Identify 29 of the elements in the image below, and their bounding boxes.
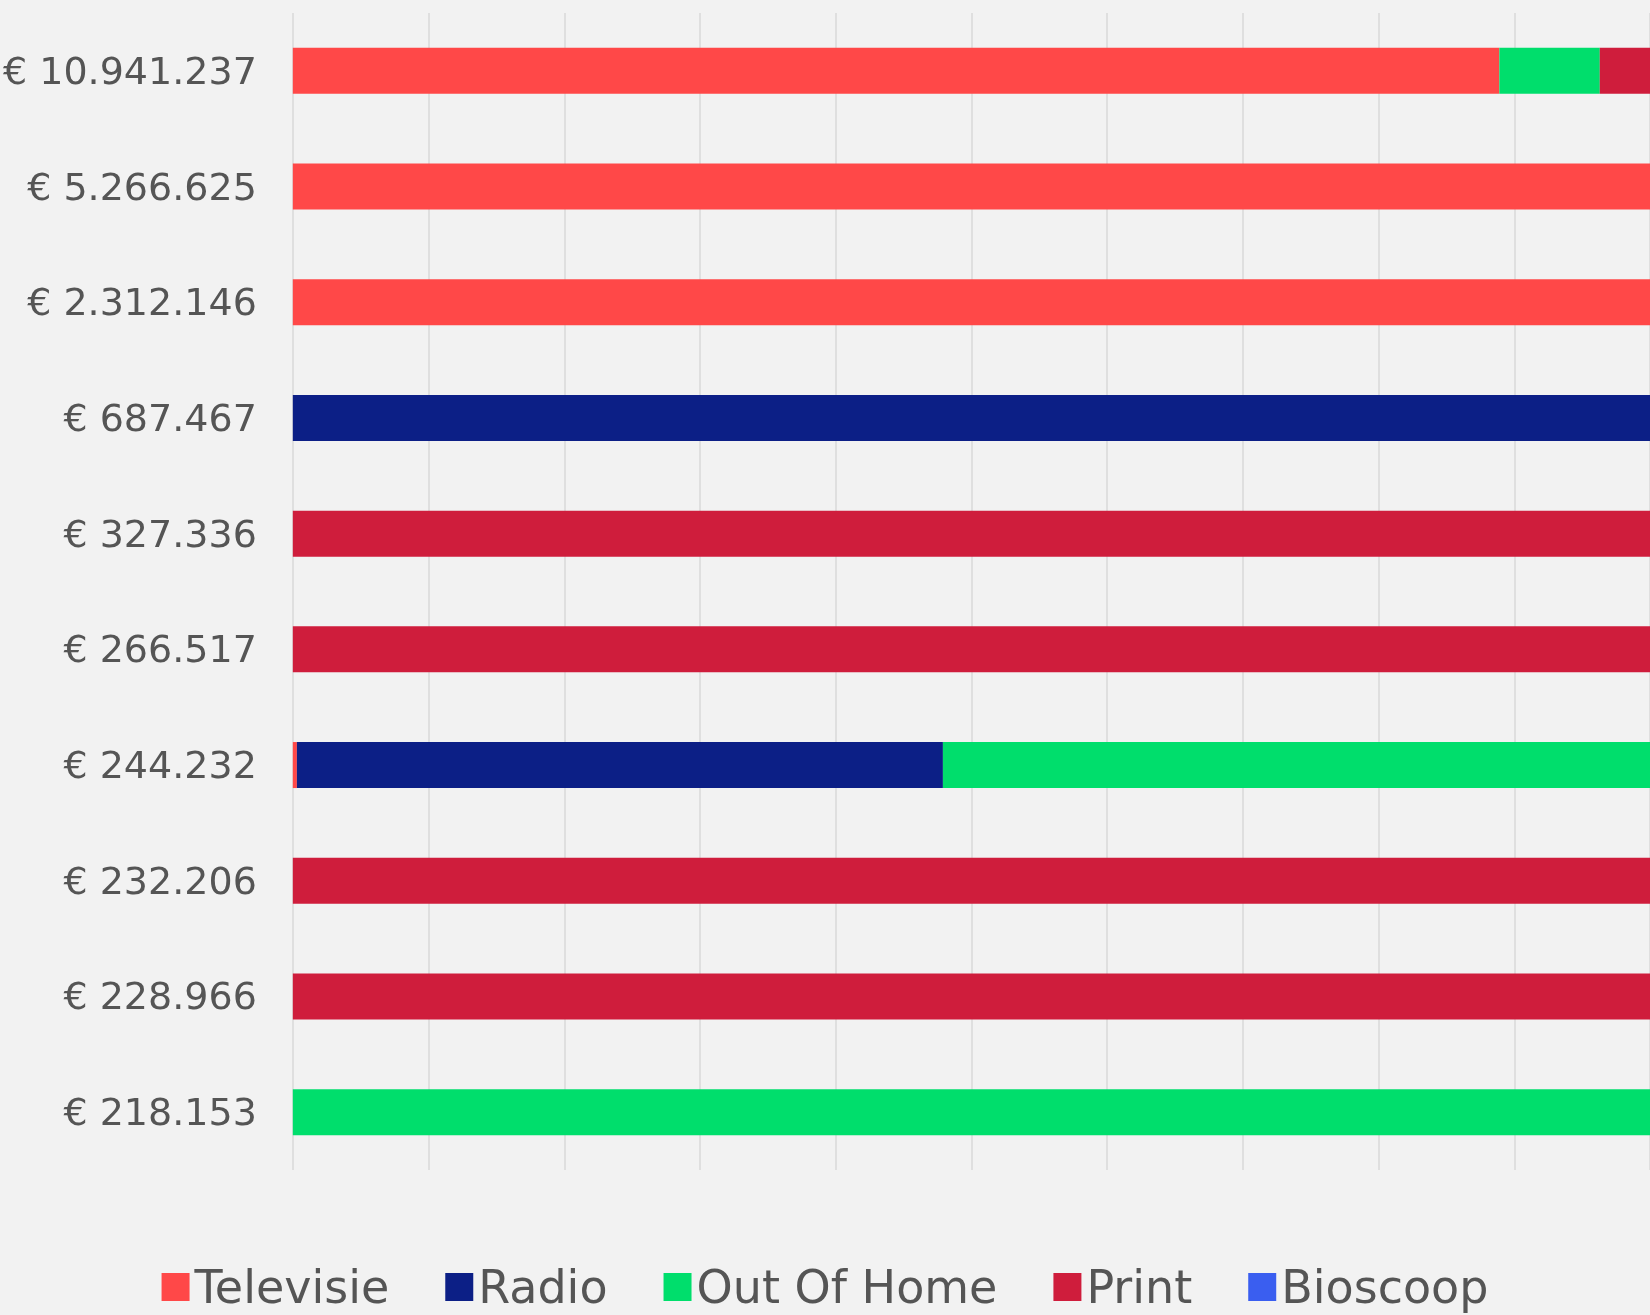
y-tick-label: € 266.517 xyxy=(63,627,257,672)
y-tick-label: € 218.153 xyxy=(63,1090,257,1135)
bar xyxy=(1599,47,1650,94)
y-tick-label: € 228.966 xyxy=(63,974,257,1019)
legend-label: Out Of Home xyxy=(696,1260,998,1314)
bar xyxy=(292,626,1650,673)
bar xyxy=(292,742,297,789)
bar xyxy=(292,510,1650,557)
bar xyxy=(942,742,1650,789)
bar xyxy=(292,279,1650,326)
bar xyxy=(296,742,943,789)
bar xyxy=(292,47,1500,94)
legend-label: Bioscoop xyxy=(1281,1260,1489,1314)
y-tick-label: € 232.206 xyxy=(63,858,257,903)
y-tick-label: € 687.467 xyxy=(63,395,257,440)
y-tick-label: € 10.941.237 xyxy=(3,48,257,93)
legend-label: Radio xyxy=(478,1260,608,1314)
y-tick-label: € 5.266.625 xyxy=(27,164,257,209)
y-tick-label: € 2.312.146 xyxy=(27,280,257,325)
bar xyxy=(292,163,1650,210)
legend-label: Print xyxy=(1086,1260,1193,1314)
legend-label: Televisie xyxy=(193,1260,390,1314)
y-tick-label: € 327.336 xyxy=(63,511,257,556)
bar xyxy=(292,394,1650,441)
y-tick-label: € 244.232 xyxy=(63,743,257,788)
bar xyxy=(292,857,1650,904)
bar xyxy=(292,973,1650,1020)
bar xyxy=(1499,47,1600,94)
bar xyxy=(292,1089,1650,1136)
